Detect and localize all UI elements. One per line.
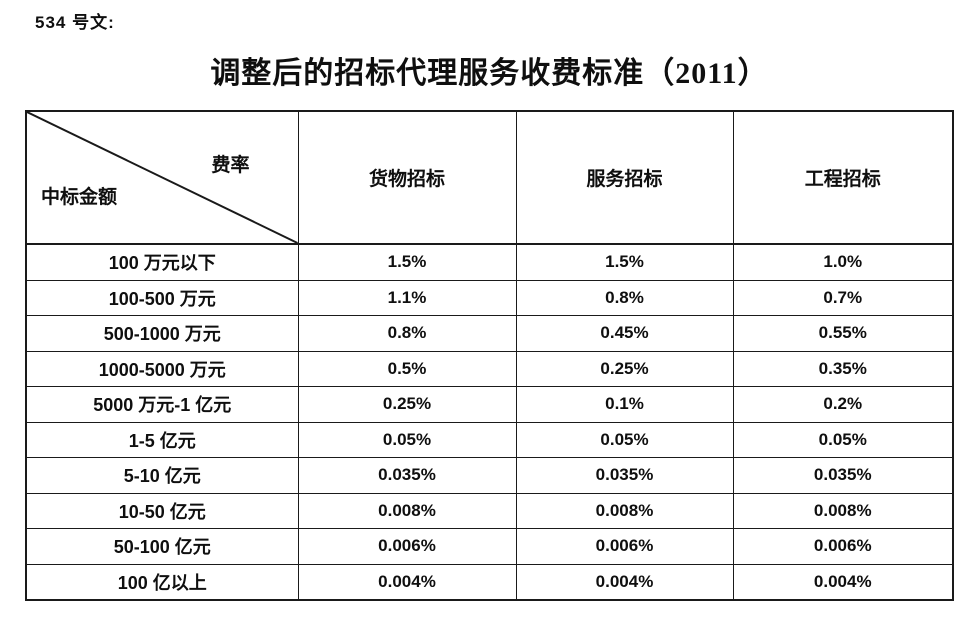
rate-cell: 0.004%	[515, 563, 734, 601]
page-title: 调整后的招标代理服务收费标准（2011）	[210, 57, 769, 90]
rate-cell: 0.035%	[732, 457, 954, 494]
rate-cell: 0.1%	[515, 386, 734, 423]
table-row: 500-1000 万元 0.8% 0.45% 0.55%	[25, 315, 954, 352]
rate-cell: 0.35%	[732, 350, 954, 387]
fee-table-body: 100 万元以下 1.5% 1.5% 1.0% 100-500 万元 1.1% 0.8% 0.…	[25, 243, 954, 601]
rate-cell: 0.008%	[297, 492, 517, 529]
corner-cell: 费率 中标金额	[25, 110, 299, 245]
header-row: 费率 中标金额 货物招标 服务招标 工程招标	[25, 110, 954, 245]
rate-cell: 0.006%	[515, 528, 734, 565]
table-row: 5000 万元-1 亿元 0.25% 0.1% 0.2%	[25, 386, 954, 423]
rate-cell: 0.45%	[515, 315, 734, 352]
amount-cell: 5-10 亿元	[25, 457, 299, 494]
rate-cell: 0.8%	[515, 279, 734, 316]
amount-cell: 10-50 亿元	[25, 492, 299, 529]
column-header-engineering-tender: 工程招标	[732, 110, 954, 245]
amount-cell: 50-100 亿元	[25, 528, 299, 565]
amount-cell: 100-500 万元	[25, 279, 299, 316]
table-row: 1-5 亿元 0.05% 0.05% 0.05%	[25, 421, 954, 458]
rate-cell: 0.05%	[515, 421, 734, 458]
rate-cell: 0.006%	[297, 528, 517, 565]
corner-label-amount: 中标金额	[41, 187, 118, 208]
table-row: 100 万元以下 1.5% 1.5% 1.0%	[25, 243, 954, 281]
rate-cell: 0.035%	[297, 457, 517, 494]
table-row: 10-50 亿元 0.008% 0.008% 0.008%	[25, 492, 954, 529]
rate-cell: 0.008%	[515, 492, 734, 529]
table-row: 100 亿以上 0.004% 0.004% 0.004%	[25, 563, 954, 601]
rate-cell: 0.8%	[297, 315, 517, 352]
doc-number: 534 号文:	[35, 13, 115, 32]
amount-cell: 100 亿以上	[25, 563, 299, 601]
corner-label-rate: 费率	[211, 155, 250, 176]
rate-cell: 0.008%	[732, 492, 954, 529]
fee-table: 费率 中标金额 货物招标 服务招标 工程招标 100 万元以下 1.5% 1.5% 1…	[25, 110, 954, 601]
rate-cell: 0.2%	[732, 386, 954, 423]
column-header-goods-tender: 货物招标	[297, 110, 517, 245]
rate-cell: 0.25%	[297, 386, 517, 423]
rate-cell: 0.05%	[732, 421, 954, 458]
rate-cell: 0.55%	[732, 315, 954, 352]
rate-cell: 0.004%	[732, 563, 954, 601]
rate-cell: 0.035%	[515, 457, 734, 494]
amount-cell: 1-5 亿元	[25, 421, 299, 458]
table-row: 5-10 亿元 0.035% 0.035% 0.035%	[25, 457, 954, 494]
amount-cell: 5000 万元-1 亿元	[25, 386, 299, 423]
rate-cell: 1.5%	[297, 243, 517, 281]
amount-cell: 100 万元以下	[25, 243, 299, 281]
rate-cell: 0.004%	[297, 563, 517, 601]
rate-cell: 1.1%	[297, 279, 517, 316]
rate-cell: 1.5%	[515, 243, 734, 281]
column-header-service-tender: 服务招标	[515, 110, 734, 245]
amount-cell: 500-1000 万元	[25, 315, 299, 352]
table-row: 1000-5000 万元 0.5% 0.25% 0.35%	[25, 350, 954, 387]
rate-cell: 0.006%	[732, 528, 954, 565]
rate-cell: 0.25%	[515, 350, 734, 387]
table-row: 100-500 万元 1.1% 0.8% 0.7%	[25, 279, 954, 316]
rate-cell: 0.05%	[297, 421, 517, 458]
rate-cell: 0.5%	[297, 350, 517, 387]
rate-cell: 1.0%	[732, 243, 954, 281]
table-row: 50-100 亿元 0.006% 0.006% 0.006%	[25, 528, 954, 565]
diagonal-divider-line	[27, 112, 298, 243]
rate-cell: 0.7%	[732, 279, 954, 316]
amount-cell: 1000-5000 万元	[25, 350, 299, 387]
